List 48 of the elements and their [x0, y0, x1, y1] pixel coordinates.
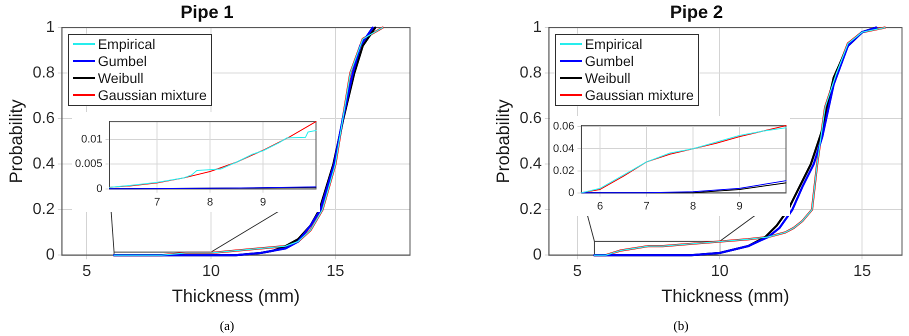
y-axis-title: Probability: [492, 99, 513, 184]
legend-label: Empirical: [98, 36, 156, 53]
x-tick-label: 6: [596, 200, 604, 212]
chart-title: Pipe 2: [670, 2, 724, 22]
legend-label: Gaussian mixture: [98, 86, 207, 104]
legend-label: Weibull: [584, 70, 630, 87]
x-tick-label: 7: [643, 200, 650, 212]
text: (b): [672, 318, 690, 334]
y-tick-label: 1: [46, 19, 55, 36]
y-tick-label: 0.01: [81, 133, 103, 146]
legend-label: Gaussian mixture: [584, 86, 694, 104]
x-tick-label: 5: [82, 263, 92, 280]
y-tick-label: 0.02: [552, 164, 574, 177]
text: (a): [218, 318, 236, 334]
y-tick-label: 0.4: [520, 156, 542, 173]
legend-label: Weibull: [98, 70, 144, 87]
legend-label: Gumbel: [98, 52, 147, 70]
y-tick-label: 0.2: [520, 201, 542, 218]
x-tick-label: 10: [710, 263, 729, 280]
legend-label: Gumbel: [584, 52, 634, 70]
x-axis-title: Thickness (mm): [172, 286, 300, 306]
x-tick-label: 10: [202, 263, 220, 280]
x-tick-label: 5: [572, 263, 582, 280]
x-tick-label: 9: [260, 196, 266, 208]
x-axis-title: Thickness (mm): [661, 286, 790, 306]
y-tick-label: 0.8: [32, 64, 55, 82]
y-tick-label: 0.8: [520, 64, 542, 82]
chart-title: Pipe 1: [180, 2, 234, 22]
x-tick-label: 8: [690, 200, 696, 212]
y-tick-label: 0: [532, 246, 542, 264]
y-tick-label: 1: [532, 19, 542, 36]
y-tick-label: 0: [568, 186, 574, 199]
y-tick-label: 0.2: [32, 201, 55, 218]
y-tick-label: 0: [96, 182, 103, 195]
y-tick-label: 0.4: [32, 156, 55, 173]
y-tick-label: 0.6: [32, 110, 55, 128]
x-tick-label: 9: [736, 200, 743, 212]
x-tick-label: 15: [853, 263, 872, 280]
y-tick-label: 0.005: [74, 158, 103, 170]
y-tick-label: 0.6: [520, 110, 542, 128]
y-axis-title: Probability: [6, 99, 26, 184]
y-tick-label: 0: [46, 246, 55, 264]
x-tick-label: 7: [154, 196, 160, 208]
legend-label: Empirical: [584, 36, 642, 53]
y-tick-label: 0.04: [552, 142, 574, 155]
x-tick-label: 8: [207, 196, 214, 208]
y-tick-label: 0.06: [552, 120, 574, 133]
x-tick-label: 15: [326, 263, 344, 280]
